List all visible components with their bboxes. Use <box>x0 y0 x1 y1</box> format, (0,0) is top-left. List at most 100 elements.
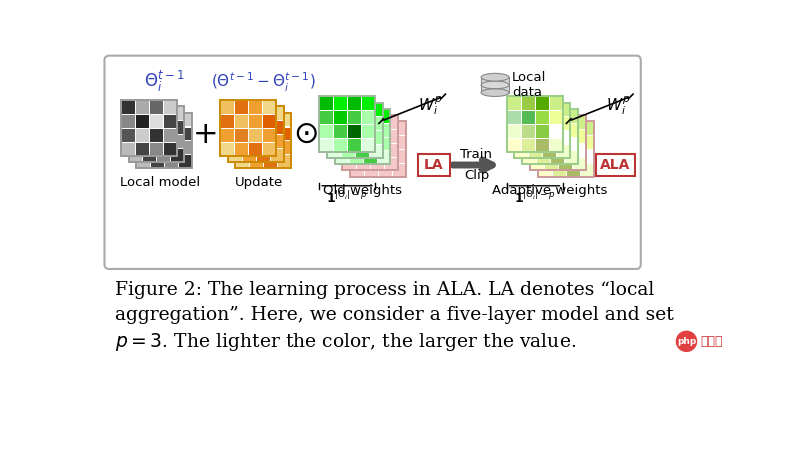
Bar <box>320 97 375 152</box>
Bar <box>534 124 548 138</box>
Text: Figure 2: The learning process in ALA. LA denotes “local: Figure 2: The learning process in ALA. L… <box>115 281 654 299</box>
Bar <box>507 97 563 152</box>
Bar <box>543 103 556 116</box>
Bar <box>529 130 543 144</box>
Bar <box>544 143 558 156</box>
Bar <box>543 116 556 130</box>
Bar <box>376 150 390 164</box>
Bar <box>121 128 135 142</box>
Bar <box>514 116 529 130</box>
Bar <box>320 138 333 152</box>
Bar <box>128 106 184 162</box>
Bar <box>522 109 536 123</box>
Bar <box>157 106 170 120</box>
Bar <box>157 134 170 148</box>
Text: $\mathbf{1}^{|\Theta_i|-p}$: $\mathbf{1}^{|\Theta_i|-p}$ <box>514 189 556 206</box>
Bar <box>534 110 548 124</box>
Bar <box>551 149 565 163</box>
Bar <box>264 140 277 154</box>
Bar <box>264 113 277 126</box>
Bar <box>234 142 248 156</box>
Bar <box>242 120 255 134</box>
Bar <box>514 103 570 158</box>
Bar <box>262 128 276 142</box>
Bar <box>364 149 378 163</box>
Bar <box>162 100 177 114</box>
Bar <box>178 126 192 140</box>
Bar <box>521 124 534 138</box>
Bar <box>364 121 378 135</box>
Bar <box>335 150 349 164</box>
Bar <box>507 138 521 152</box>
Bar <box>364 135 378 149</box>
Bar <box>522 123 536 137</box>
Bar <box>248 128 262 142</box>
Bar <box>521 138 534 152</box>
Bar <box>250 113 264 126</box>
Bar <box>335 137 349 150</box>
Bar <box>347 97 361 110</box>
Ellipse shape <box>481 74 509 81</box>
Bar <box>548 138 563 152</box>
Bar <box>333 124 347 138</box>
Bar <box>234 128 248 142</box>
Bar <box>242 148 255 162</box>
Bar <box>376 109 390 123</box>
Bar <box>564 137 578 150</box>
Bar <box>551 121 565 135</box>
Bar <box>565 149 580 163</box>
Bar <box>361 97 375 110</box>
Bar <box>550 150 564 164</box>
Bar <box>228 106 284 162</box>
Bar <box>536 109 550 123</box>
Bar <box>235 126 250 140</box>
Bar <box>538 121 551 135</box>
Bar <box>529 103 543 116</box>
Bar <box>580 149 594 163</box>
Bar <box>548 97 563 110</box>
Bar <box>164 154 178 168</box>
Bar <box>580 135 594 149</box>
Bar <box>170 120 184 134</box>
Bar <box>536 123 550 137</box>
Bar <box>136 140 150 154</box>
Text: Local
data: Local data <box>512 71 547 99</box>
Bar <box>363 123 376 137</box>
Bar <box>220 114 234 128</box>
Bar <box>550 137 564 150</box>
Bar <box>327 103 341 116</box>
Bar <box>354 116 369 130</box>
Bar <box>128 134 143 148</box>
Bar <box>121 142 135 156</box>
Bar <box>157 148 170 162</box>
Bar <box>342 143 356 156</box>
Bar <box>128 148 143 162</box>
Bar <box>135 142 148 156</box>
Bar <box>349 150 363 164</box>
Bar <box>162 142 177 156</box>
Bar <box>371 156 384 170</box>
Bar <box>572 115 586 129</box>
Bar <box>148 114 162 128</box>
Bar <box>327 130 341 144</box>
Bar <box>572 143 586 156</box>
Bar <box>335 123 349 137</box>
Bar <box>135 100 148 114</box>
Bar <box>255 134 269 148</box>
Bar <box>135 128 148 142</box>
Text: aggregation”. Here, we consider a five-layer model and set: aggregation”. Here, we consider a five-l… <box>115 306 674 324</box>
Bar <box>341 130 354 144</box>
Bar <box>556 116 570 130</box>
Bar <box>148 128 162 142</box>
Bar <box>228 148 242 162</box>
Bar <box>371 115 384 129</box>
Bar <box>235 113 291 168</box>
FancyBboxPatch shape <box>105 55 641 269</box>
Bar <box>356 143 371 156</box>
Bar <box>143 120 157 134</box>
Bar <box>262 114 276 128</box>
Bar <box>248 114 262 128</box>
Bar <box>255 120 269 134</box>
Bar <box>350 121 364 135</box>
Bar <box>350 163 364 176</box>
